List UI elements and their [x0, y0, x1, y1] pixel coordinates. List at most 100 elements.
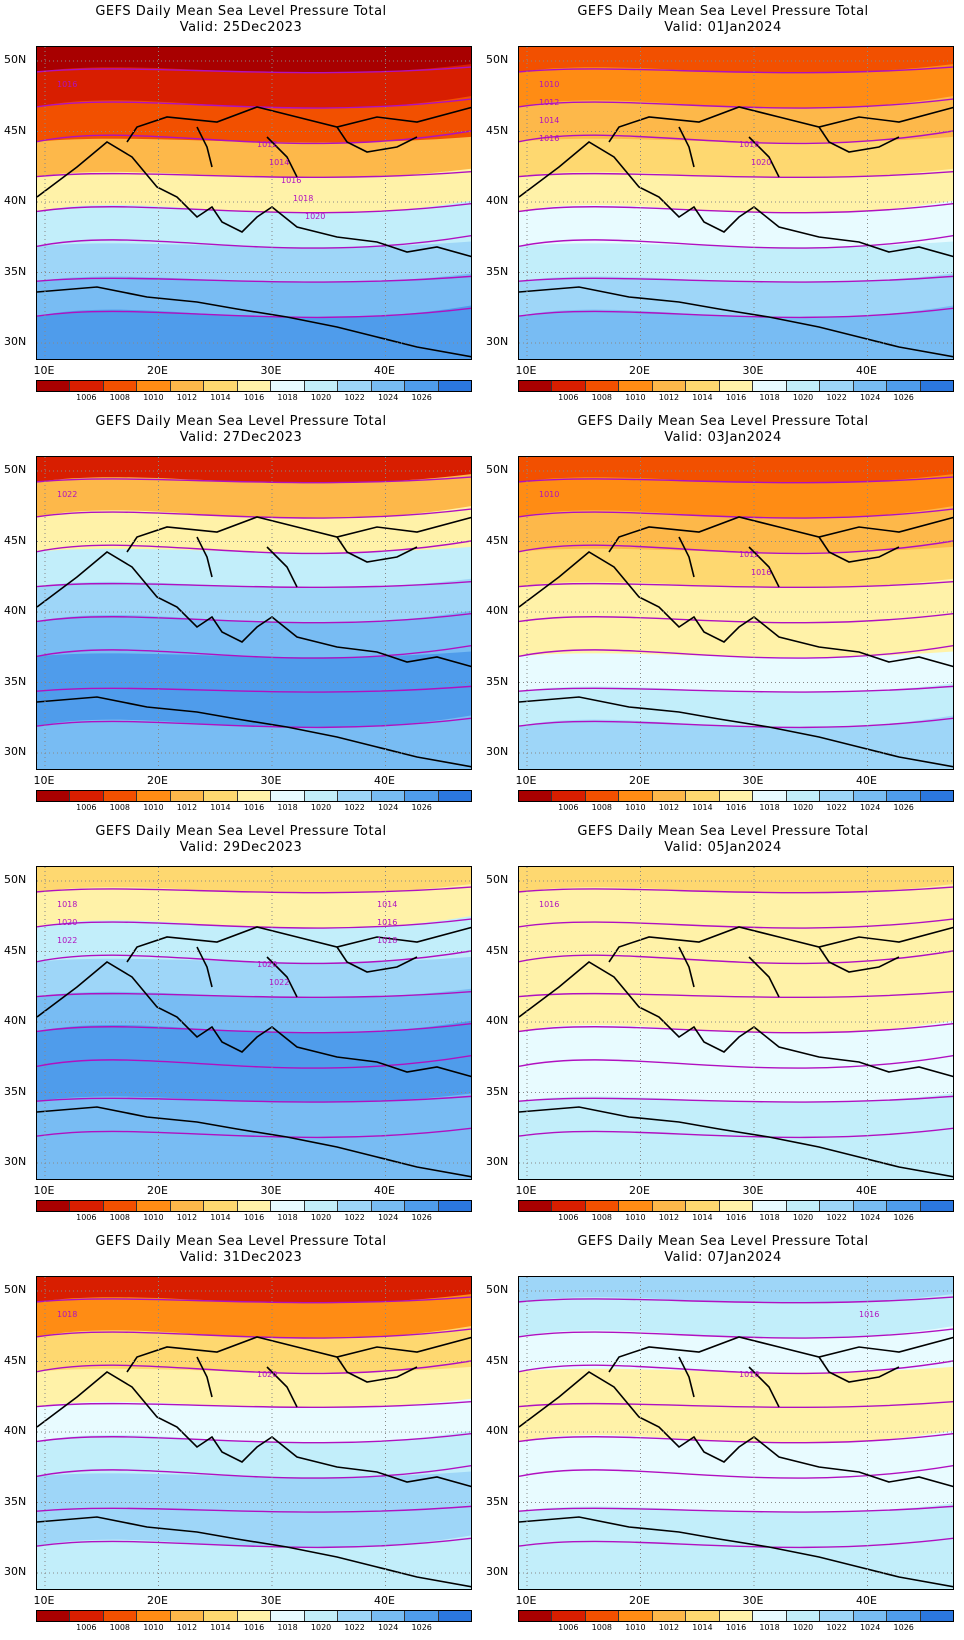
pressure-map: 1022 — [36, 456, 472, 770]
colorbar-tick-label: 1026 — [893, 1213, 914, 1222]
colorbar-swatch — [271, 381, 305, 391]
colorbar-swatch — [686, 381, 720, 391]
longitude-label: 10E — [515, 364, 537, 377]
colorbar-tick-label: 1016 — [243, 1623, 265, 1632]
colorbar-tick-label: 1018 — [759, 803, 780, 812]
isobar-line — [37, 476, 471, 484]
isobar-line — [37, 1022, 471, 1034]
isobar-line — [519, 66, 953, 74]
colorbar-tick-label: 1018 — [277, 393, 298, 402]
colorbar-swatch — [204, 1611, 238, 1621]
colorbar-swatch — [271, 1611, 305, 1621]
colorbar-swatch — [204, 1201, 238, 1211]
colorbar — [518, 790, 954, 802]
pressure-map: 1010 1012 1014 1016 1018 1020 — [518, 46, 954, 360]
coastline — [519, 106, 953, 358]
longitude-label: 40E — [856, 1184, 877, 1197]
contour-label: 1022 — [57, 936, 77, 945]
colorbar-tick-label: 1012 — [658, 1213, 680, 1222]
isobar-line — [519, 307, 953, 319]
latitude-label: 50N — [486, 873, 509, 886]
coastline — [37, 926, 471, 1178]
colorbar-swatch — [304, 791, 339, 801]
colorbar-swatch — [170, 1201, 205, 1211]
colorbar-swatch — [271, 791, 305, 801]
isobar-line — [519, 1505, 953, 1513]
isobar-line — [519, 717, 953, 729]
isobar-line — [519, 275, 953, 283]
isobar-line — [519, 950, 953, 965]
colorbar-tick-label: 1020 — [310, 1623, 332, 1632]
longitude-label: 40E — [856, 774, 877, 787]
colorbar-swatch — [753, 1611, 787, 1621]
colorbar-swatch — [719, 1201, 754, 1211]
contour-label: 1022 — [57, 490, 77, 499]
panel-valid-date: Valid: 05Jan2024 — [664, 840, 782, 855]
colorbar-swatch — [70, 791, 104, 801]
colorbar-tick-label: 1006 — [558, 803, 579, 812]
contour-label: 1016 — [739, 1370, 759, 1379]
isobar-line — [519, 1127, 953, 1139]
isobar-line — [37, 918, 471, 929]
colorbar-swatch — [237, 381, 272, 391]
colorbar-swatch — [585, 1611, 620, 1621]
colorbar-tick-label: 1020 — [792, 393, 814, 402]
latitude-label: 35N — [4, 1494, 27, 1508]
colorbar-tick-label: 1016 — [243, 803, 265, 812]
isobar-line — [37, 886, 471, 894]
colorbar-swatch — [37, 1611, 71, 1621]
isobar-line — [37, 1505, 471, 1513]
latitude-label: 30N — [486, 1565, 509, 1578]
colorbar-tick-label: 1006 — [76, 1623, 97, 1632]
latitude-label: 50N — [486, 53, 509, 66]
colorbar-tick-label: 1022 — [344, 803, 365, 812]
colorbar-tick-label: 1026 — [411, 393, 432, 402]
colorbar-tick-label: 1022 — [826, 803, 847, 812]
panel-title: GEFS Daily Mean Sea Level Pressure Total — [95, 4, 387, 19]
colorbar-tick-label: 1008 — [109, 393, 131, 402]
contour-label: 1012 — [739, 550, 759, 559]
colorbar-swatch — [619, 381, 653, 391]
colorbar-tick-label: 1006 — [76, 393, 97, 402]
isobar-line — [37, 1360, 471, 1375]
pressure-band — [519, 1535, 953, 1589]
isobar-line — [519, 170, 953, 179]
isobar-line — [519, 130, 953, 145]
coastline — [37, 106, 471, 358]
longitude-label: 30E — [260, 1184, 282, 1197]
isobar-line — [37, 1464, 471, 1479]
latitude-label: 45N — [4, 943, 27, 957]
isobar-line — [37, 612, 471, 624]
colorbar-tick-label: 1008 — [591, 803, 613, 812]
colorbar-swatch — [519, 1201, 553, 1211]
colorbar — [36, 1200, 472, 1212]
colorbar-tick-label: 1018 — [277, 1623, 298, 1632]
panel-title: GEFS Daily Mean Sea Level Pressure Total — [577, 414, 869, 429]
isobar-line — [37, 98, 471, 109]
isobar-line — [37, 275, 471, 283]
colorbar-swatch — [619, 1611, 653, 1621]
colorbar-swatch — [552, 381, 586, 391]
longitude-label: 10E — [33, 774, 55, 787]
contour-label: 1014 — [269, 158, 289, 167]
colorbar-tick-label: 1014 — [692, 1623, 713, 1632]
map-panel: GEFS Daily Mean Sea Level Pressure Total… — [482, 410, 964, 820]
longitude-label: 10E — [515, 1594, 537, 1607]
latitude-label: 40N — [486, 1014, 509, 1027]
isobar-line — [519, 1400, 953, 1409]
colorbar-swatch — [652, 1201, 687, 1211]
colorbar-swatch — [438, 791, 472, 801]
contour-label: 1010 — [539, 490, 559, 499]
contour-label: 1018 — [57, 1310, 77, 1319]
colorbar-tick-label: 1008 — [109, 1623, 131, 1632]
isobar-line — [37, 717, 471, 729]
longitude-label: 30E — [260, 1594, 282, 1607]
colorbar-swatch — [686, 1611, 720, 1621]
colorbar-tick-label: 1024 — [859, 803, 881, 812]
colorbar-tick-label: 1006 — [558, 1623, 579, 1632]
latitude-label: 30N — [4, 335, 27, 348]
colorbar-tick-label: 1006 — [76, 1213, 97, 1222]
colorbar-swatch — [753, 791, 787, 801]
map-panel: GEFS Daily Mean Sea Level Pressure Total… — [482, 1230, 964, 1640]
contour-label: 1018 — [377, 936, 397, 945]
